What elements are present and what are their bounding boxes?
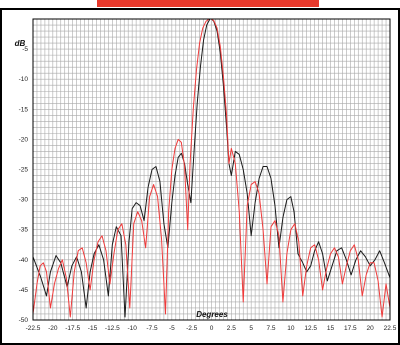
y-tick-label: -20	[19, 136, 29, 143]
plot-border	[32, 18, 391, 321]
y-axis-label: dB	[15, 39, 26, 48]
x-tick-label: -12.5	[105, 325, 120, 332]
x-axis-label: Degrees	[196, 310, 228, 319]
x-tick-label: -7.5	[146, 325, 158, 332]
outer-border	[0, 8, 400, 345]
y-tick-label: -15	[19, 106, 29, 113]
grid	[32, 18, 391, 321]
y-tick-label: -35	[19, 227, 29, 234]
x-tick-label: 10	[287, 325, 295, 332]
x-tick-label: -2.5	[186, 325, 198, 332]
y-tick-labels: -5 -10 -15 -20 -25 -30 -35 -40 -45 -50	[19, 46, 29, 324]
x-tick-label: 2.5	[227, 325, 236, 332]
x-tick-label: -17.5	[65, 325, 80, 332]
x-tick-label: -10	[127, 325, 137, 332]
y-tick-label: -25	[19, 167, 29, 174]
x-tick-label: 12.5	[304, 325, 317, 332]
y-tick-label: -10	[19, 76, 29, 83]
x-tick-label: -22.5	[26, 325, 41, 332]
x-tick-label: 0	[210, 325, 214, 332]
x-tick-label: 20	[367, 325, 375, 332]
x-tick-label: 17.5	[344, 325, 357, 332]
x-tick-label: 5	[249, 325, 253, 332]
banner	[97, 0, 319, 7]
x-tick-labels: -22.5 -20 -17.5 -15 -12.5 -10 -7.5 -5 -2.5 0 2.5 5 7…	[26, 325, 397, 332]
y-tick-label: -40	[19, 257, 29, 264]
y-tick-label: -50	[19, 317, 29, 324]
x-tick-label: -15	[88, 325, 98, 332]
y-tick-label: -45	[19, 287, 29, 294]
x-tick-label: -5	[169, 325, 175, 332]
x-tick-label: 15	[327, 325, 335, 332]
y-tick-label: -5	[22, 46, 28, 53]
x-tick-label: 22.5	[384, 325, 397, 332]
x-tick-label: -20	[48, 325, 58, 332]
y-tick-label: -30	[19, 197, 29, 204]
x-tick-label: 7.5	[266, 325, 275, 332]
